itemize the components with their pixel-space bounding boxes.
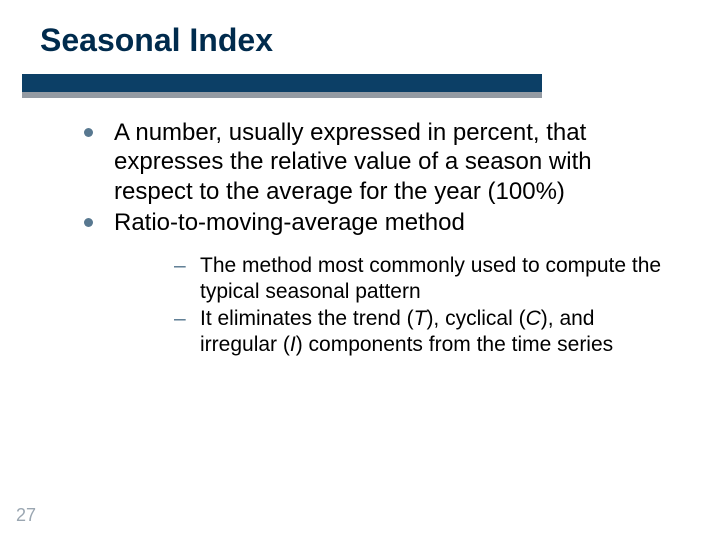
bullet-list: A number, usually expressed in percent, … [80, 118, 670, 358]
underline-bar [22, 74, 542, 92]
list-item: Ratio-to-moving-average method The metho… [80, 208, 670, 358]
bullet-text: Ratio-to-moving-average method [114, 209, 465, 236]
list-item: A number, usually expressed in percent, … [80, 118, 670, 206]
list-item: It eliminates the trend (T), cyclical (C… [172, 306, 670, 357]
sub-bullet-text: It eliminates the trend (T), cyclical (C… [200, 307, 613, 356]
list-item: The method most commonly used to compute… [172, 253, 670, 304]
content-area: A number, usually expressed in percent, … [80, 118, 670, 360]
bullet-text: A number, usually expressed in percent, … [114, 119, 592, 205]
slide-title: Seasonal Index [40, 22, 273, 59]
sub-bullet-text: The method most commonly used to compute… [200, 254, 661, 303]
sub-bullet-list: The method most commonly used to compute… [114, 253, 670, 357]
slide-number: 27 [16, 505, 36, 526]
slide: Seasonal Index A number, usually express… [0, 0, 720, 540]
